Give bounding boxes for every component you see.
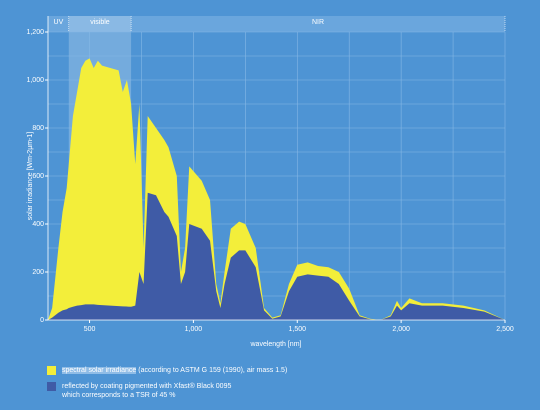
legend-label: spectral solar irradiance [62, 367, 137, 374]
x-axis-label: wavelength [nm] [250, 341, 302, 348]
y-tick-label: 600 [32, 173, 44, 180]
y-tick-label: 400 [32, 221, 44, 228]
region-label: visible [90, 19, 110, 26]
header-band [48, 16, 505, 32]
x-tick-label: 1,000 [185, 326, 203, 333]
legend-swatch [47, 366, 56, 375]
legend-swatch [47, 382, 56, 391]
y-tick-label: 0 [40, 317, 44, 324]
area [48, 192, 505, 320]
x-tick-label: 1,500 [289, 326, 307, 333]
legend-item: reflected by coating pigmented with Xfas… [47, 382, 247, 400]
legend-item: spectral solar irradiance (according to … [47, 366, 307, 375]
region-label: NIR [312, 19, 324, 26]
y-tick-label: 800 [32, 125, 44, 132]
y-tick-label: 200 [32, 269, 44, 276]
legend-label: reflected by coating pigmented with Xfas… [62, 383, 232, 399]
region-label: UV [54, 19, 64, 26]
x-tick-label: 500 [84, 326, 96, 333]
x-tick-label: 2,500 [496, 326, 514, 333]
y-tick-label: 1,000 [26, 77, 44, 84]
area [48, 58, 505, 321]
y-tick-label: 1,200 [26, 29, 44, 36]
x-tick-label: 2,000 [392, 326, 410, 333]
legend-note: (according to ASTM G 159 (1990), air mas… [138, 367, 288, 374]
y-axis-label: solar irradiance [Wm-2µm-1] [27, 132, 34, 220]
